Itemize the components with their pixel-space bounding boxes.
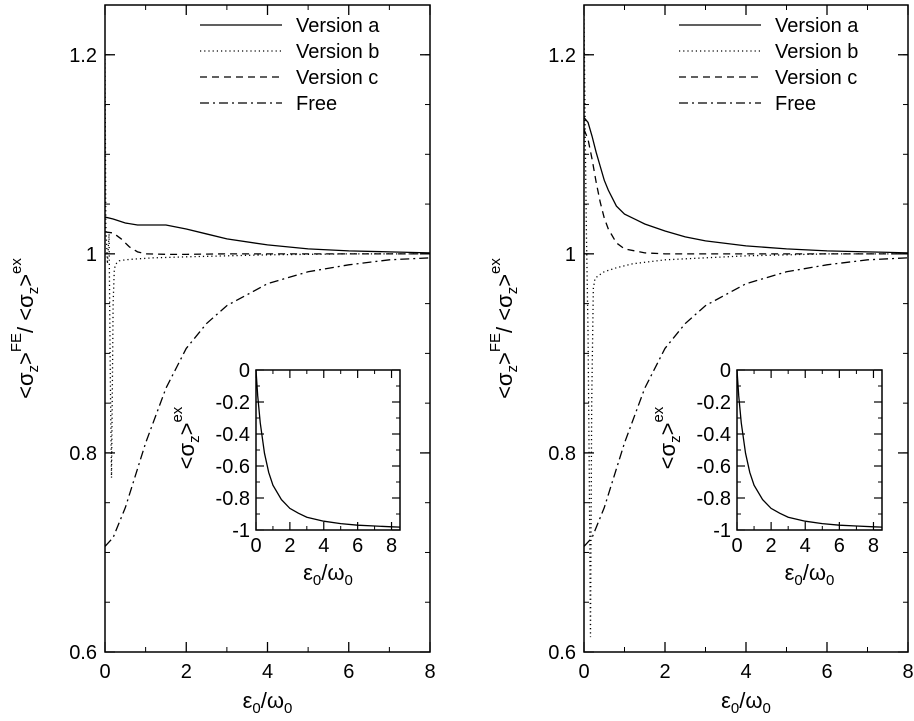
legend: Version a Version b Version c Free — [200, 15, 380, 115]
y-tick-label: 0.8 — [69, 443, 97, 465]
inset-y-tick-label: -0.2 — [216, 392, 250, 414]
series-line-dashdot — [584, 257, 908, 547]
inset-y-tick-label: -0.6 — [216, 456, 250, 478]
inset-x-tick-label: 8 — [386, 535, 397, 557]
legend-label: Free — [296, 93, 337, 115]
x-tick-label: 4 — [740, 661, 751, 683]
inset-y-axis-label: <σz>ex — [650, 406, 684, 469]
inset-y-tick-label: 0 — [720, 360, 731, 382]
legend-label: Version a — [775, 15, 859, 37]
inset-x-tick-label: 6 — [352, 535, 363, 557]
legend-label: Free — [775, 93, 816, 115]
y-tick-label: 0.8 — [548, 443, 576, 465]
inset-y-tick-label: -1 — [713, 520, 731, 542]
inset-x-tick-label: 2 — [284, 535, 295, 557]
y-tick-label: 1.2 — [548, 45, 576, 67]
x-tick-label: 8 — [902, 661, 913, 683]
series-line-dotted — [584, 14, 908, 638]
y-tick-label: 1 — [565, 244, 576, 266]
series-group — [105, 54, 430, 547]
x-axis-label: ε0/ω0 — [243, 688, 293, 717]
inset-y-tick-label: -1 — [232, 520, 250, 542]
series-line-dashed — [105, 231, 430, 255]
plot-frame — [104, 4, 431, 653]
x-tick-label: 4 — [262, 661, 273, 683]
inset: 0 2 4 6 8 0 -0.2 -0.4 -0.6 -0.8 -1 ε0/ω0 <σz>ex — [169, 360, 401, 589]
inset-y-tick-label: 0 — [239, 360, 250, 382]
inset-series-line — [736, 369, 883, 528]
series-line-dashed — [584, 129, 908, 255]
inset-x-tick-label: 4 — [318, 535, 329, 557]
x-tick-label: 2 — [181, 661, 192, 683]
series-line-solid — [105, 216, 430, 254]
y-axis-label: <σz>FE/ <σz>ex — [487, 258, 521, 399]
inset-y-tick-label: -0.8 — [216, 488, 250, 510]
legend-label: Version c — [775, 67, 857, 89]
legend-label: Version b — [775, 41, 858, 63]
inset-x-tick-label: 0 — [731, 535, 742, 557]
inset-y-tick-label: -0.4 — [697, 424, 731, 446]
inset-x-tick-label: 2 — [766, 535, 777, 557]
y-tick-label: 0.6 — [548, 642, 576, 664]
legend-label: Version c — [296, 67, 378, 89]
series-line-solid — [584, 117, 908, 254]
inset-series-line — [255, 369, 401, 528]
y-tick-label: 1 — [86, 244, 97, 266]
legend-label: Version a — [296, 15, 380, 37]
x-tick-label: 6 — [821, 661, 832, 683]
inset-x-tick-label: 4 — [800, 535, 811, 557]
inset-frame — [255, 369, 401, 531]
inset-x-tick-label: 0 — [250, 535, 261, 557]
plot-frame — [583, 4, 909, 653]
x-axis-label: ε0/ω0 — [721, 688, 771, 717]
y-tick-label: 0.6 — [69, 642, 97, 664]
legend-label: Version b — [296, 41, 379, 63]
inset-y-tick-label: -0.2 — [697, 392, 731, 414]
inset-x-axis-label: ε0/ω0 — [785, 560, 835, 589]
inset-x-axis-label: ε0/ω0 — [303, 560, 353, 589]
x-tick-label: 0 — [578, 661, 589, 683]
series-group — [584, 14, 908, 638]
x-tick-label: 8 — [424, 661, 435, 683]
inset-y-axis-label: <σz>ex — [169, 406, 203, 469]
x-tick-label: 6 — [343, 661, 354, 683]
inset-y-tick-label: -0.4 — [216, 424, 250, 446]
x-tick-label: 0 — [99, 661, 110, 683]
inset-y-tick-label: -0.8 — [697, 488, 731, 510]
series-line-dashdot — [105, 257, 430, 547]
legend: Version a Version b Version c Free — [679, 15, 859, 115]
inset-x-tick-label: 8 — [868, 535, 879, 557]
inset: 0 2 4 6 8 0 -0.2 -0.4 -0.6 -0.8 -1 ε0/ω0 <σz>ex — [650, 360, 883, 589]
y-tick-label: 1.2 — [69, 45, 97, 67]
inset-y-tick-label: -0.6 — [697, 456, 731, 478]
y-axis-label: <σz>FE/ <σz>ex — [8, 258, 42, 399]
inset-x-tick-label: 6 — [834, 535, 845, 557]
x-tick-label: 2 — [659, 661, 670, 683]
inset-frame — [736, 369, 883, 531]
